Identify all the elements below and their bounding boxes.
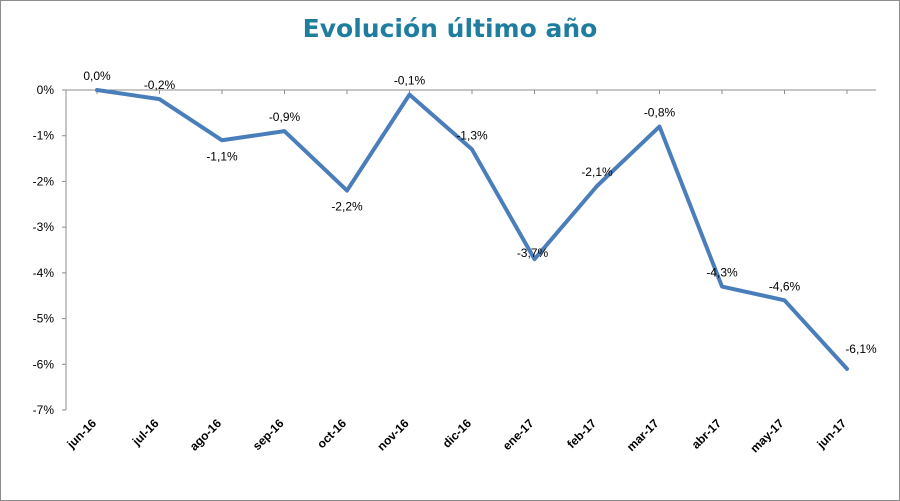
y-tick-label: -7% bbox=[33, 403, 55, 417]
data-label: -6,1% bbox=[845, 342, 877, 356]
y-tick-label: -2% bbox=[33, 174, 55, 188]
data-label: -0,8% bbox=[644, 106, 676, 120]
data-label: -2,1% bbox=[581, 165, 613, 179]
y-tick-label: 0% bbox=[37, 83, 55, 97]
x-tick-label: jun-16 bbox=[64, 416, 100, 452]
series-line bbox=[95, 88, 849, 371]
chart-title: Evolución último año bbox=[302, 14, 598, 43]
data-label: -0,2% bbox=[144, 78, 176, 92]
data-label: -4,3% bbox=[706, 266, 738, 280]
data-label: -1,1% bbox=[206, 149, 238, 163]
x-tick-label: mar-17 bbox=[624, 416, 662, 454]
y-tick-label: -6% bbox=[33, 357, 55, 371]
x-tick-label: ene-17 bbox=[500, 416, 537, 453]
data-label: -2,2% bbox=[331, 200, 363, 214]
y-tick-label: -1% bbox=[33, 129, 55, 143]
data-label: -4,6% bbox=[769, 279, 801, 293]
data-label: -0,1% bbox=[394, 74, 426, 88]
x-tick-label: ago-16 bbox=[187, 416, 224, 453]
x-tick-label: abr-17 bbox=[689, 416, 725, 452]
x-tick-label: jun-17 bbox=[814, 416, 850, 452]
data-label: -3,7% bbox=[517, 246, 549, 260]
data-labels: 0,0% -0,2% -1,1% -0,9% -2,2% -0,1% -1,3% -3,7% -… bbox=[83, 69, 877, 356]
x-tick-label: jul-16 bbox=[129, 416, 162, 449]
data-label: -1,3% bbox=[456, 128, 488, 142]
x-tick-label: feb-17 bbox=[564, 416, 599, 451]
x-tick-label: dic-16 bbox=[440, 416, 475, 451]
x-tick-label: may-17 bbox=[747, 416, 786, 455]
y-ticks: 0% -1% -2% -3% -4% -5% -6% -7% bbox=[33, 83, 66, 417]
data-label: 0,0% bbox=[83, 69, 111, 83]
x-tick-label: oct-16 bbox=[314, 416, 349, 451]
x-tick-label: sep-16 bbox=[250, 416, 287, 453]
y-tick-label: -4% bbox=[33, 266, 55, 280]
x-tick-label: nov-16 bbox=[374, 416, 411, 453]
data-label: -0,9% bbox=[269, 110, 301, 124]
y-tick-label: -5% bbox=[33, 312, 55, 326]
y-tick-label: -3% bbox=[33, 220, 55, 234]
